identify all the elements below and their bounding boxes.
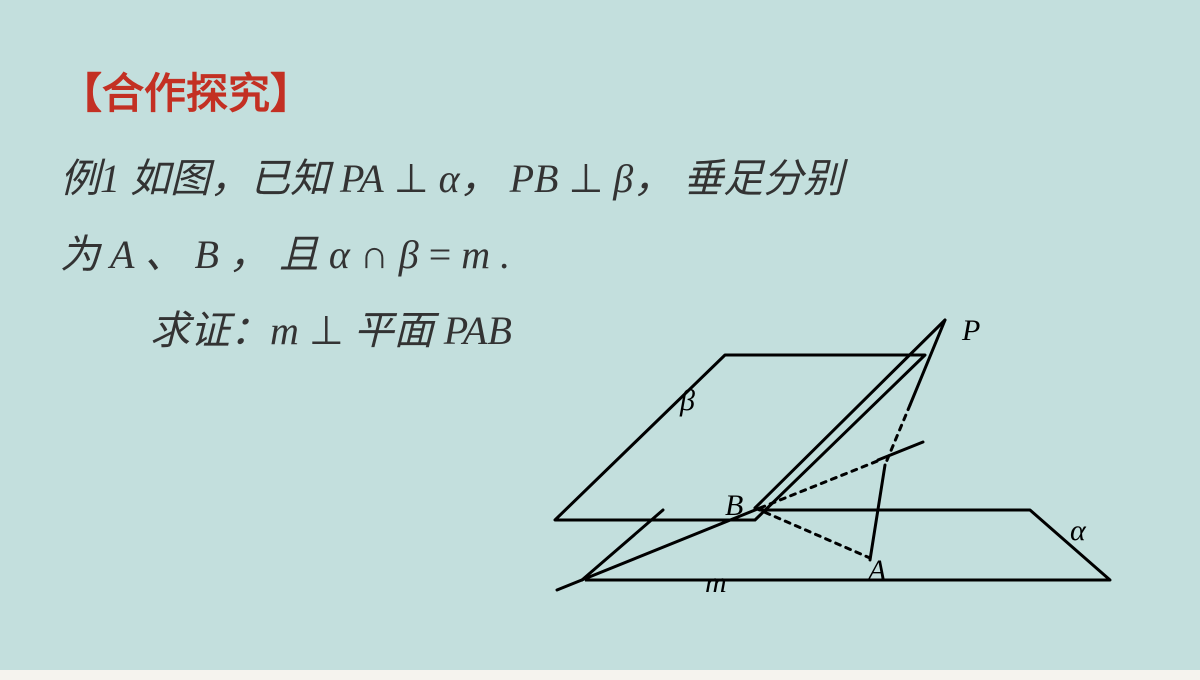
var-A: A xyxy=(110,232,134,277)
var-PB: PB xyxy=(510,156,559,201)
section-heading: 【合作探究】 xyxy=(60,60,1140,121)
svg-text:A: A xyxy=(866,554,887,587)
text-segment: 为 xyxy=(60,232,100,277)
text-segment: 如图，已知 xyxy=(130,156,330,201)
svg-text:P: P xyxy=(961,314,980,347)
svg-text:α: α xyxy=(1070,514,1087,547)
svg-text:β: β xyxy=(679,384,695,417)
plane-word: 平面 xyxy=(354,308,434,353)
var-alpha: α xyxy=(439,156,460,201)
prove-label: 求证： xyxy=(150,308,270,353)
text-segment: 垂足分别 xyxy=(683,156,843,201)
svg-text:m: m xyxy=(705,566,727,599)
var-PAB: PAB xyxy=(444,308,512,353)
op-equals: = xyxy=(429,232,452,277)
op-perp: ⊥ xyxy=(309,308,344,353)
problem-line-1: 例1 如图，已知 PA ⊥ α， PB ⊥ β， 垂足分别 xyxy=(60,141,1140,217)
comma: ， xyxy=(633,156,673,201)
separator-dot: 、 xyxy=(144,232,184,277)
svg-text:B: B xyxy=(725,489,743,522)
var-beta: β xyxy=(613,156,633,201)
heading-text: 合作探究 xyxy=(102,72,270,118)
op-intersect: ∩ xyxy=(360,232,389,277)
bottom-bar xyxy=(0,670,1200,680)
op-perp: ⊥ xyxy=(568,156,603,201)
var-m: m xyxy=(270,308,299,353)
var-PA: PA xyxy=(340,156,384,201)
var-alpha: α xyxy=(329,232,350,277)
text-and: 且 xyxy=(279,232,319,277)
problem-line-2: 为 A 、 B ， 且 α ∩ β = m . xyxy=(60,217,1140,293)
heading-open-bracket: 【 xyxy=(60,72,102,118)
heading-close-bracket: 】 xyxy=(270,72,312,118)
comma: ， xyxy=(460,156,500,201)
var-m: m xyxy=(461,232,490,277)
var-B: B xyxy=(194,232,218,277)
period: . xyxy=(500,232,510,277)
comma: ， xyxy=(229,232,269,277)
var-beta: β xyxy=(399,232,419,277)
op-perp: ⊥ xyxy=(394,156,429,201)
geometry-figure: Pβ B Am α xyxy=(530,290,1170,660)
problem-prefix: 例1 xyxy=(60,156,120,201)
